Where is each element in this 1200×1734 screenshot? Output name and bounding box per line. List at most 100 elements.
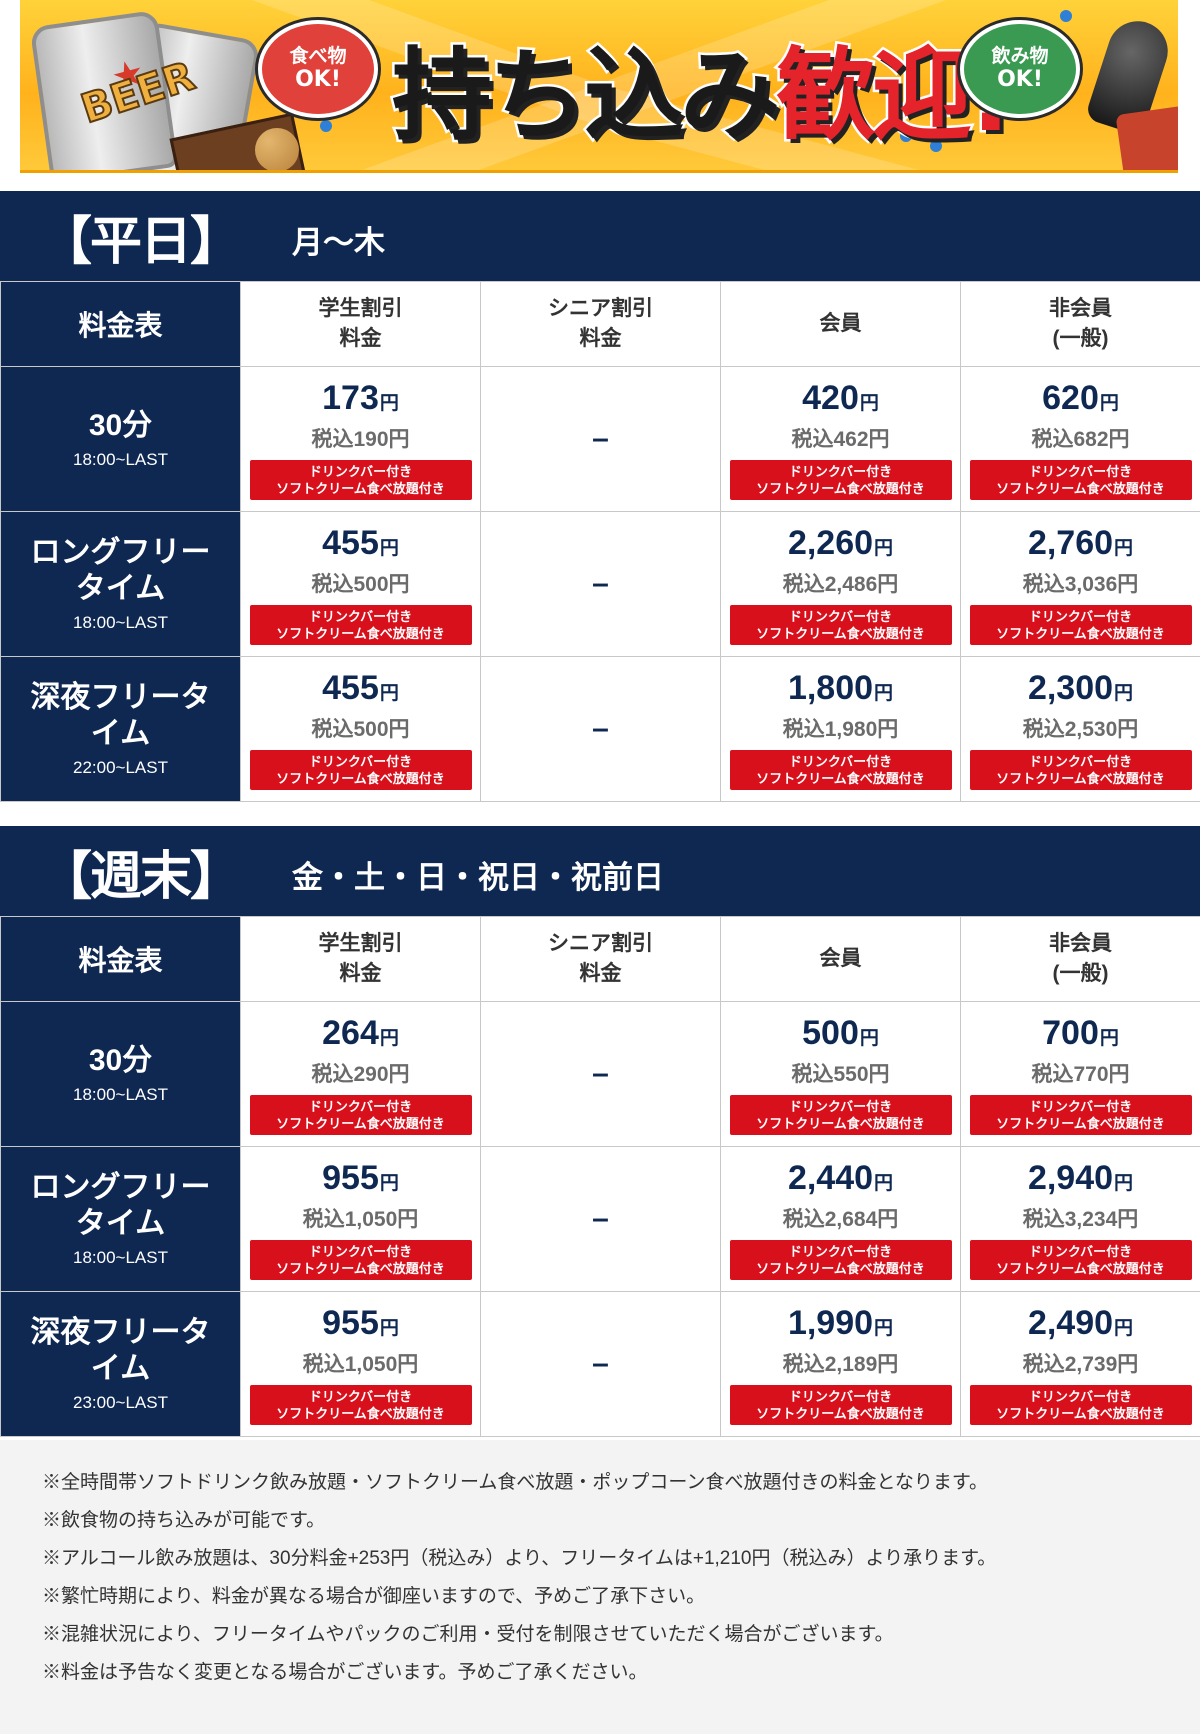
price-cell: 955円 税込1,050円 ドリンクバー付き ソフトクリーム食べ放題付き [240, 1146, 481, 1292]
price-tax-included: 税込500円 [311, 572, 410, 596]
included-services-badge: ドリンクバー付き ソフトクリーム食べ放題付き [249, 1239, 472, 1280]
included-services-badge: ドリンクバー付き ソフトクリーム食べ放題付き [729, 604, 952, 645]
column-header-label: 会員 [819, 312, 862, 335]
price-cell-empty: – [480, 656, 721, 802]
price-value: 2,440円 [787, 1158, 894, 1197]
table-row: 深夜フリータイム 22:00~LAST 455円 税込500円 ドリンクバー付き… [0, 656, 1200, 802]
section-subtitle: 金・土・日・祝日・祝前日 [292, 859, 665, 896]
note-item: ※料金は予告なく変更となる場合がございます。予めご了承ください。 [42, 1662, 648, 1683]
price-cell: 700円 税込770円 ドリンクバー付き ソフトクリーム食べ放題付き [960, 1001, 1200, 1147]
price-tax-included: 税込2,530円 [1022, 717, 1139, 741]
column-header: 非会員 (一般) [960, 281, 1200, 367]
note-item: ※混雑状況により、フリータイムやパックのご利用・受付を制限させていただく場合がご… [42, 1624, 894, 1645]
price-tax-included: 税込550円 [791, 1062, 890, 1086]
price-value: 1,800円 [787, 668, 894, 707]
price-value: 2,490円 [1027, 1303, 1134, 1342]
price-cell: 173円 税込190円 ドリンクバー付き ソフトクリーム食べ放題付き [240, 366, 481, 512]
included-services-badge: ドリンクバー付き ソフトクリーム食べ放題付き [969, 1239, 1192, 1280]
not-available-dash: – [592, 567, 609, 600]
section-header: 【週末】 金・土・日・祝日・祝前日 [0, 826, 1200, 916]
included-services-badge: ドリンクバー付き ソフトクリーム食べ放題付き [729, 1239, 952, 1280]
table-corner-label: 料金表 [0, 281, 241, 367]
price-table: 料金表 学生割引 料金 シニア割引 料金 会員 非会員 (一般) 30分 18:… [0, 281, 1200, 802]
section-header: 【平日】 月〜木 [0, 191, 1200, 281]
included-services-badge: ドリンクバー付き ソフトクリーム食べ放題付き [729, 459, 952, 500]
price-tax-included: 税込1,980円 [782, 717, 899, 741]
price-cell-empty: – [480, 366, 721, 512]
price-value: 955円 [322, 1303, 399, 1342]
column-header: シニア割引 料金 [480, 281, 721, 367]
column-header: 学生割引 料金 [240, 281, 481, 367]
price-tax-included: 税込1,050円 [302, 1352, 419, 1376]
plan-name: ロングフリータイム [30, 1171, 211, 1240]
column-header-label: 学生割引 料金 [318, 932, 403, 985]
price-value: 1,990円 [787, 1303, 894, 1342]
price-cell: 455円 税込500円 ドリンクバー付き ソフトクリーム食べ放題付き [240, 511, 481, 657]
not-available-dash: – [592, 422, 609, 455]
price-cell: 2,490円 税込2,739円 ドリンクバー付き ソフトクリーム食べ放題付き [960, 1291, 1200, 1437]
included-services-badge: ドリンクバー付き ソフトクリーム食べ放題付き [729, 1384, 952, 1425]
column-header: 会員 [720, 916, 961, 1002]
price-value: 455円 [322, 668, 399, 707]
price-cell: 264円 税込290円 ドリンクバー付き ソフトクリーム食べ放題付き [240, 1001, 481, 1147]
food-ok-line2: OK! [295, 67, 341, 92]
table-header-row: 料金表 学生割引 料金 シニア割引 料金 会員 非会員 (一般) [0, 916, 1200, 1002]
plan-name: 深夜フリータイム [30, 681, 211, 750]
price-cell: 955円 税込1,050円 ドリンクバー付き ソフトクリーム食べ放題付き [240, 1291, 481, 1437]
price-tax-included: 税込500円 [311, 717, 410, 741]
column-header-label: 非会員 (一般) [1049, 297, 1112, 350]
included-services-badge: ドリンクバー付き ソフトクリーム食べ放題付き [249, 459, 472, 500]
price-value: 173円 [322, 378, 399, 417]
price-value: 700円 [1042, 1013, 1119, 1052]
price-value: 264円 [322, 1013, 399, 1052]
price-cell: 2,260円 税込2,486円 ドリンクバー付き ソフトクリーム食べ放題付き [720, 511, 961, 657]
column-header: シニア割引 料金 [480, 916, 721, 1002]
price-cell-empty: – [480, 1146, 721, 1292]
not-available-dash: – [592, 1202, 609, 1235]
included-services-badge: ドリンクバー付き ソフトクリーム食べ放題付き [249, 1384, 472, 1425]
plan-time: 18:00~LAST [73, 1248, 168, 1267]
price-cell: 1,990円 税込2,189円 ドリンクバー付き ソフトクリーム食べ放題付き [720, 1291, 961, 1437]
price-tax-included: 税込1,050円 [302, 1207, 419, 1231]
price-tax-included: 税込770円 [1031, 1062, 1130, 1086]
price-value: 455円 [322, 523, 399, 562]
price-cell: 500円 税込550円 ドリンクバー付き ソフトクリーム食べ放題付き [720, 1001, 961, 1147]
table-header-row: 料金表 学生割引 料金 シニア割引 料金 会員 非会員 (一般) [0, 281, 1200, 367]
column-header: 会員 [720, 281, 961, 367]
note-item: ※繁忙時期により、料金が異なる場合が御座いますので、予めご了承下さい。 [42, 1586, 706, 1607]
included-services-badge: ドリンクバー付き ソフトクリーム食べ放題付き [969, 749, 1192, 790]
price-cell: 620円 税込682円 ドリンクバー付き ソフトクリーム食べ放題付き [960, 366, 1200, 512]
not-available-dash: – [592, 712, 609, 745]
price-value: 2,760円 [1027, 523, 1134, 562]
food-ok-line1: 食べ物 [289, 45, 347, 67]
weekend-price-section: 【週末】 金・土・日・祝日・祝前日 料金表 学生割引 料金 シニア割引 料金 会… [0, 826, 1200, 1437]
plan-name: 30分 [88, 1044, 153, 1077]
price-cell: 2,440円 税込2,684円 ドリンクバー付き ソフトクリーム食べ放題付き [720, 1146, 961, 1292]
table-row: ロングフリータイム 18:00~LAST 455円 税込500円 ドリンクバー付… [0, 511, 1200, 657]
price-tax-included: 税込2,189円 [782, 1352, 899, 1376]
plan-time: 22:00~LAST [73, 758, 168, 777]
weekday-price-section: 【平日】 月〜木 料金表 学生割引 料金 シニア割引 料金 会員 非会員 (一般… [0, 191, 1200, 802]
column-header-label: 学生割引 料金 [318, 297, 403, 350]
note-item: ※アルコール飲み放題は、30分料金+253円（税込み）より、フリータイムは+1,… [42, 1548, 997, 1569]
drink-ok-line2: OK! [997, 67, 1043, 92]
section-title: 【平日】 [40, 211, 242, 272]
notes-list: ※全時間帯ソフトドリンク飲み放題・ソフトクリーム食べ放題・ポップコーン食べ放題付… [0, 1440, 1200, 1692]
row-header: 深夜フリータイム 23:00~LAST [0, 1291, 241, 1437]
not-available-dash: – [592, 1057, 609, 1090]
price-cell-empty: – [480, 1001, 721, 1147]
plan-name: ロングフリータイム [30, 536, 211, 605]
row-header: ロングフリータイム 18:00~LAST [0, 1146, 241, 1292]
row-header: 深夜フリータイム 22:00~LAST [0, 656, 241, 802]
price-cell: 2,300円 税込2,530円 ドリンクバー付き ソフトクリーム食べ放題付き [960, 656, 1200, 802]
price-value: 500円 [802, 1013, 879, 1052]
price-table: 料金表 学生割引 料金 シニア割引 料金 会員 非会員 (一般) 30分 18:… [0, 916, 1200, 1437]
price-value: 2,940円 [1027, 1158, 1134, 1197]
table-corner-label: 料金表 [0, 916, 241, 1002]
included-services-badge: ドリンクバー付き ソフトクリーム食べ放題付き [729, 749, 952, 790]
price-tax-included: 税込2,739円 [1022, 1352, 1139, 1376]
not-available-dash: – [592, 1347, 609, 1380]
included-services-badge: ドリンクバー付き ソフトクリーム食べ放題付き [969, 604, 1192, 645]
included-services-badge: ドリンクバー付き ソフトクリーム食べ放題付き [729, 1094, 952, 1135]
price-tax-included: 税込290円 [311, 1062, 410, 1086]
